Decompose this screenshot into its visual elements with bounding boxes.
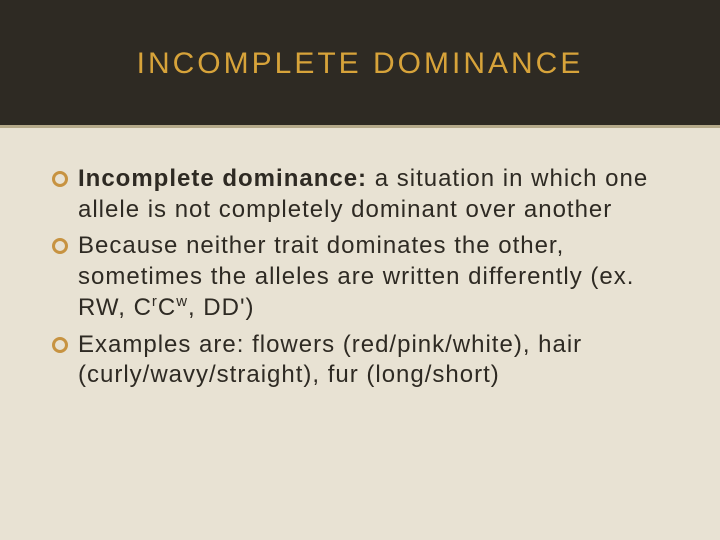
slide-title: INCOMPLETE DOMINANCE [137,47,584,81]
bullet-item: Incomplete dominance: a situation in whi… [52,164,668,225]
bullet-rest: Examples are: flowers (red/pink/white), … [78,331,582,389]
superscript: w [176,294,188,310]
bullet-text: Examples are: flowers (red/pink/white), … [78,330,668,391]
bullet-mid: C [158,294,176,321]
bullet-text: Incomplete dominance: a situation in whi… [78,164,668,225]
slide-body: Incomplete dominance: a situation in whi… [0,128,720,391]
slide-header: INCOMPLETE DOMINANCE [0,0,720,128]
bullet-ring-icon [52,337,68,353]
bullet-text: Because neither trait dominates the othe… [78,231,668,323]
bullet-ring-icon [52,171,68,187]
bullet-item: Because neither trait dominates the othe… [52,231,668,323]
header-underline [0,125,720,128]
bullet-bold-lead: Incomplete dominance: [78,165,367,192]
bullet-item: Examples are: flowers (red/pink/white), … [52,330,668,391]
bullet-ring-icon [52,238,68,254]
bullet-rest-post: , DD') [188,294,255,321]
